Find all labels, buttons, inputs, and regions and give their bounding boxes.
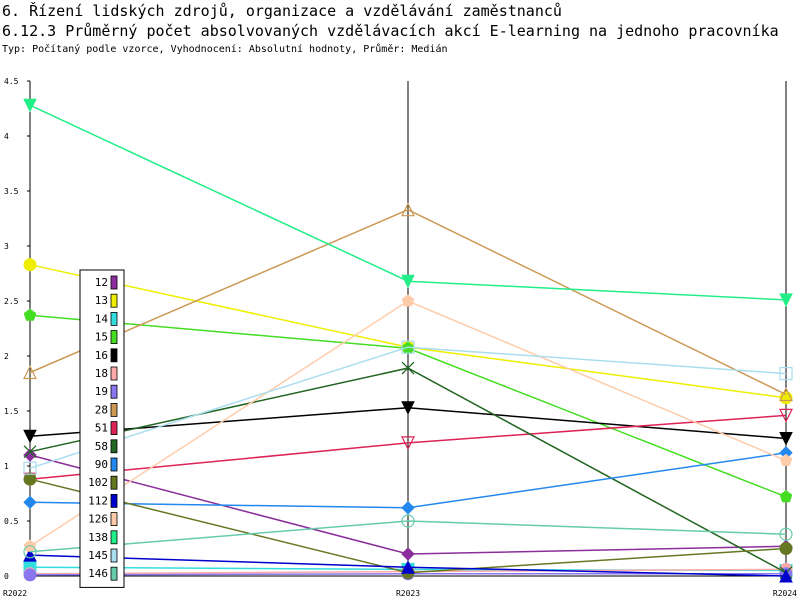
data-point [23,445,37,459]
y-tick-label: 2 [4,352,9,361]
data-point [23,365,37,380]
data-point [401,294,415,307]
legend-swatch [110,421,118,436]
data-point [401,436,415,451]
y-tick-label: 1 [4,462,9,471]
legend-label: 90 [95,458,108,471]
legend-swatch [110,330,118,345]
y-tick-label: 0.5 [4,517,19,526]
y-tick-label: 4 [4,132,9,141]
series-90 [23,446,793,515]
data-point [23,568,37,582]
legend-label: 13 [95,294,108,307]
data-point [779,568,793,583]
data-point [401,340,415,354]
legend-label: 145 [88,549,108,562]
chart-subtitle: 6.12.3 Průměrný počet absolvovaných vzdě… [2,22,779,40]
legend-label: 102 [88,476,108,489]
series-146 [23,514,793,559]
legend-swatch [110,457,118,472]
data-point [23,258,37,272]
legend-swatch [110,566,118,581]
legend-swatch [110,493,118,508]
series-28 [23,202,793,402]
y-tick-label: 3 [4,242,9,251]
legend-swatch [110,439,118,454]
data-point [23,461,37,475]
data-point [401,274,415,289]
data-point [779,527,793,541]
x-tick-label: R2024 [773,589,797,598]
series-line [29,208,787,396]
data-point [401,501,415,515]
chart-type-note: Typ: Počítaný podle vzorce, Vyhodnocení:… [2,44,448,55]
y-tick-label: 3.5 [4,187,19,196]
data-point [779,408,793,423]
legend-label: 16 [95,349,108,362]
legend-swatch [110,384,118,399]
series-line [29,414,787,480]
legend-swatch [110,348,118,363]
data-point [23,448,37,462]
data-point [401,401,415,415]
data-point [23,472,37,486]
data-point [23,545,37,559]
data-point [779,367,793,381]
legend-swatch [110,311,118,326]
legend-label: 14 [95,312,109,325]
legend-label: 58 [95,440,108,453]
legend-swatch [110,402,118,417]
data-point [401,202,415,217]
legend-swatch [110,475,118,490]
data-point [779,453,793,466]
series-line [29,520,787,553]
data-point [779,542,793,555]
chart-title: 6. Řízení lidských zdrojů, organizace a … [2,2,562,20]
x-tick-label: R2023 [396,589,420,598]
legend: 12 13 14 15 16 18 19 28 51 58 90 102 112 126 138 145 146 [79,269,125,588]
series-138 [23,98,793,308]
y-tick-label: 2.5 [4,297,19,306]
x-tick-label: R2022 [3,589,27,598]
legend-swatch [110,293,118,308]
legend-label: 126 [88,513,108,526]
legend-label: 12 [95,276,108,289]
data-point [401,547,415,561]
data-point [779,293,793,308]
data-point [779,490,793,503]
data-point [23,429,37,444]
series-112 [23,547,793,583]
legend-swatch [110,275,118,290]
data-point [779,387,793,402]
data-point [401,361,415,375]
data-point [23,98,37,113]
legend-label: 138 [88,531,108,544]
y-tick-label: 4.5 [4,77,19,86]
legend-label: 51 [95,422,108,435]
series-16 [23,401,793,446]
legend-swatch [110,366,118,381]
legend-label: 18 [95,367,108,380]
legend-label: 112 [88,494,108,507]
legend-label: 19 [95,385,108,398]
legend-label: 15 [95,331,108,344]
y-tick-label: 0 [4,572,9,581]
data-point [23,308,37,321]
data-point [23,547,37,562]
series-line [29,346,787,469]
data-point [401,514,415,528]
series-145 [23,340,793,475]
y-tick-label: 1.5 [4,407,19,416]
data-point [401,560,415,574]
legend-swatch [110,530,118,545]
data-point [23,495,37,510]
legend-swatch [110,512,118,526]
data-point [779,432,793,446]
legend-label: 146 [88,567,108,580]
legend-label: 28 [95,403,108,416]
legend-swatch [110,548,118,563]
